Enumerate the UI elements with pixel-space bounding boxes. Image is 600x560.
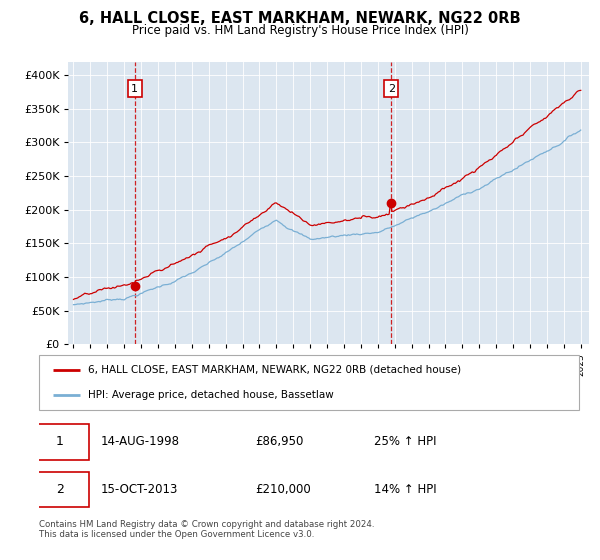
- Text: £210,000: £210,000: [255, 483, 311, 496]
- Text: 25% ↑ HPI: 25% ↑ HPI: [374, 435, 436, 449]
- Text: £86,950: £86,950: [255, 435, 304, 449]
- Text: 14% ↑ HPI: 14% ↑ HPI: [374, 483, 436, 496]
- Text: 14-AUG-1998: 14-AUG-1998: [101, 435, 180, 449]
- Text: Price paid vs. HM Land Registry's House Price Index (HPI): Price paid vs. HM Land Registry's House …: [131, 24, 469, 37]
- Text: Contains HM Land Registry data © Crown copyright and database right 2024.
This d: Contains HM Land Registry data © Crown c…: [39, 520, 374, 539]
- FancyBboxPatch shape: [31, 424, 89, 460]
- Text: 6, HALL CLOSE, EAST MARKHAM, NEWARK, NG22 0RB (detached house): 6, HALL CLOSE, EAST MARKHAM, NEWARK, NG2…: [88, 365, 461, 375]
- Text: HPI: Average price, detached house, Bassetlaw: HPI: Average price, detached house, Bass…: [88, 390, 334, 400]
- Text: 6, HALL CLOSE, EAST MARKHAM, NEWARK, NG22 0RB: 6, HALL CLOSE, EAST MARKHAM, NEWARK, NG2…: [79, 11, 521, 26]
- Text: 2: 2: [56, 483, 64, 496]
- Text: 1: 1: [56, 435, 64, 449]
- Text: 2: 2: [388, 83, 395, 94]
- Text: 1: 1: [131, 83, 138, 94]
- Text: 15-OCT-2013: 15-OCT-2013: [101, 483, 178, 496]
- FancyBboxPatch shape: [31, 472, 89, 507]
- FancyBboxPatch shape: [39, 355, 579, 410]
